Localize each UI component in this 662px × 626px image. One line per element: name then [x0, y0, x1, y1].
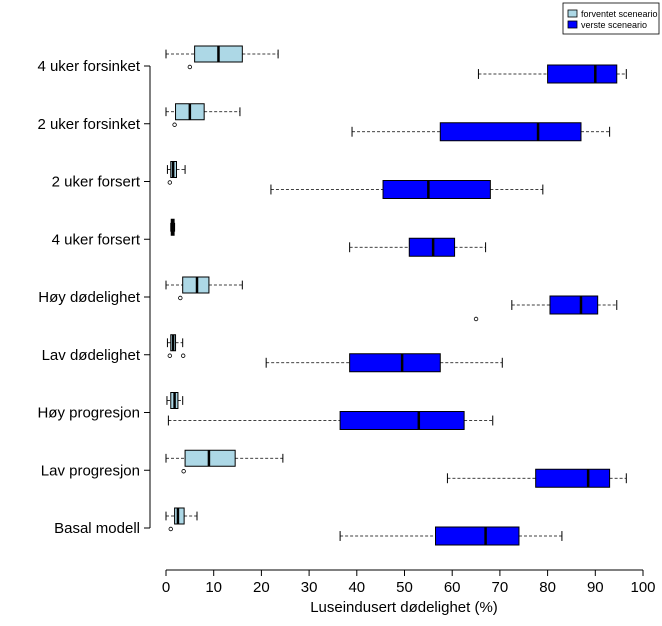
outlier-point — [168, 526, 173, 532]
outlier-point — [172, 122, 177, 127]
box-expected — [166, 392, 184, 409]
box-worst — [351, 122, 611, 142]
x-tick-label: 80 — [539, 579, 556, 596]
box-iqr — [174, 507, 185, 525]
box-iqr — [435, 526, 520, 546]
category-label: Lav progresjon — [41, 462, 140, 479]
x-tick-label: 30 — [301, 579, 318, 596]
box-iqr — [535, 468, 611, 488]
x-tick-label: 40 — [348, 579, 365, 596]
box-worst — [473, 295, 618, 322]
category-label: 4 uker forsert — [52, 231, 141, 248]
legend-frame — [562, 2, 660, 35]
category-label: Basal modell — [54, 520, 140, 537]
box-iqr — [339, 411, 465, 430]
legend-label-expected: forventet sceneario — [581, 9, 658, 19]
category-label: Lav dødelighet — [42, 347, 141, 364]
outlier-point — [473, 316, 479, 322]
box-iqr — [547, 64, 618, 84]
box-worst — [446, 468, 627, 488]
x-axis: 0 10 20 30 40 50 60 70 80 90 100 — [162, 569, 656, 596]
x-axis-label: Luseindusert dødelighet (%) — [310, 599, 498, 616]
box-worst — [265, 353, 503, 373]
box-expected — [165, 45, 279, 70]
outlier-point — [178, 295, 183, 301]
x-tick-label: 70 — [492, 579, 509, 596]
box-expected — [166, 161, 186, 185]
category-label: 2 uker forsert — [52, 174, 141, 191]
outlier-point — [167, 353, 173, 358]
outlier-point — [180, 353, 186, 358]
outlier-point — [167, 180, 173, 185]
box-expected — [165, 103, 241, 127]
x-tick-label: 90 — [587, 579, 604, 596]
box-expected — [166, 334, 186, 358]
box-expected — [165, 507, 198, 532]
y-axis: 4 uker forsinket 2 uker forsinket 2 uker f… — [37, 58, 151, 537]
legend-swatch-worst — [567, 20, 578, 29]
x-tick-label: 0 — [162, 579, 170, 596]
box-expected — [165, 276, 243, 301]
legend: forventet sceneario verste sceneario — [562, 2, 660, 35]
category-label: 2 uker forsinket — [37, 116, 140, 133]
x-tick-label: 10 — [205, 579, 222, 596]
box-iqr — [439, 122, 582, 142]
outlier-point — [187, 64, 193, 70]
box-expected — [165, 449, 284, 474]
box-worst — [477, 64, 627, 84]
x-tick-label: 100 — [630, 579, 655, 596]
box-worst — [339, 526, 563, 546]
box-worst — [270, 180, 544, 199]
box-expected — [170, 218, 176, 236]
category-label: Høy progresjon — [37, 405, 140, 422]
box-iqr — [349, 353, 441, 373]
box-series — [165, 45, 627, 546]
category-label: 4 uker forsinket — [37, 58, 140, 75]
x-tick-label: 50 — [396, 579, 413, 596]
x-tick-label: 60 — [444, 579, 461, 596]
box-iqr — [549, 295, 599, 315]
box-iqr — [382, 180, 491, 199]
outlier-point — [181, 469, 186, 474]
x-tick-label: 20 — [253, 579, 270, 596]
legend-swatch-expected — [567, 9, 578, 18]
legend-label-worst: verste sceneario — [581, 20, 647, 30]
box-worst — [167, 411, 494, 430]
box-worst — [349, 237, 487, 257]
category-label: Høy dødelighet — [38, 289, 141, 306]
